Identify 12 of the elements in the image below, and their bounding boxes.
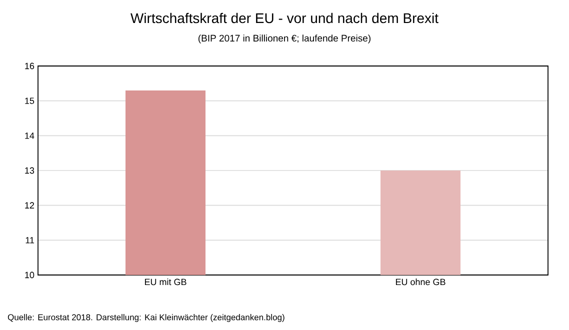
y-tick-label: 12 bbox=[25, 202, 34, 208]
chart-title: Wirtschaftskraft der EU - vor und nach dem Brexit bbox=[130, 12, 438, 24]
y-tick-label: 11 bbox=[26, 237, 34, 244]
y-tick-label: 15 bbox=[25, 98, 34, 104]
y-tick-label: 14 bbox=[25, 132, 34, 139]
chart-subtitle: (BIP 2017 in Billionen €; laufende Preise) bbox=[198, 34, 370, 44]
x-tick-label: EU ohne GB bbox=[396, 278, 446, 286]
y-tick-label: 10 bbox=[25, 272, 34, 278]
x-tick-label: EU mit GB bbox=[144, 278, 186, 286]
source-note: Quelle: Eurostat 2018. Darstellung: Kai Kleinwächter (zeitgedanken.blog) bbox=[8, 314, 284, 322]
y-tick-label: 13 bbox=[25, 167, 34, 174]
y-tick-label: 16 bbox=[25, 62, 34, 70]
